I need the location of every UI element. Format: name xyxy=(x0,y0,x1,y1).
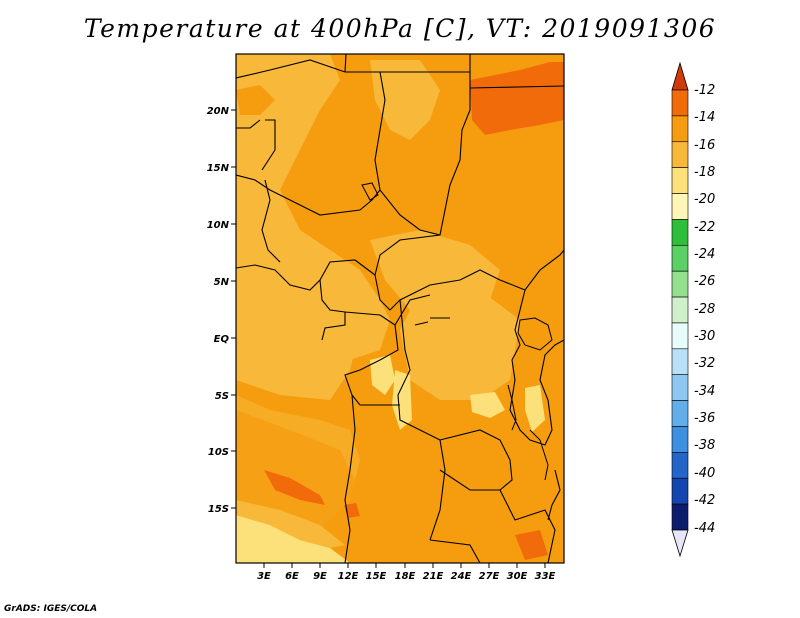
lon-label-33e: 33E xyxy=(535,571,556,582)
lon-label-3e: 3E xyxy=(257,571,271,582)
colorbar-box xyxy=(671,89,689,117)
field-region-south-mid xyxy=(236,500,345,548)
colorbar-label-m18: -18 xyxy=(694,165,715,180)
lon-label-21e: 21E xyxy=(423,571,444,582)
colorbar-top-arrow xyxy=(671,61,689,91)
lat-label-10s: 10S xyxy=(208,447,229,458)
field-patch-cool-1 xyxy=(370,355,395,395)
map-frame xyxy=(235,53,565,564)
colorbar-box xyxy=(671,374,689,401)
colorbar-label-m24: -24 xyxy=(694,247,715,262)
colorbar-box xyxy=(671,193,689,220)
colorbar-label-m14: -14 xyxy=(694,110,715,125)
colorbar-label-m40: -40 xyxy=(694,466,715,481)
lat-axis: 20N 15N 10N 5N EQ 5S 10S 15S xyxy=(207,106,236,515)
colorbar-box xyxy=(671,452,689,479)
colorbar-box xyxy=(671,167,689,194)
lat-label-15n: 15N xyxy=(207,163,230,174)
colorbar-box xyxy=(671,270,689,298)
grads-credit: GrADS: IGES/COLA xyxy=(4,604,98,614)
field-region-westcentral xyxy=(236,270,360,400)
field-patch-warm-1 xyxy=(264,470,325,505)
colorbar-box xyxy=(671,400,689,427)
colorbar-label-m26: -26 xyxy=(694,274,715,289)
colorbar-label-m30: -30 xyxy=(694,329,715,344)
colorbar-box xyxy=(671,477,689,505)
field-region-northeast-warm xyxy=(470,62,564,135)
colorbar-box xyxy=(671,244,689,272)
field-patch-warm-2 xyxy=(344,503,360,518)
lon-label-18e: 18E xyxy=(395,571,416,582)
colorbar-boxes xyxy=(671,89,689,531)
lat-label-10n: 10N xyxy=(207,220,230,231)
field-region-congo xyxy=(400,290,520,400)
colorbar-labels: -12 -14 -16 -18 -20 -22 -24 -26 -28 -30 … xyxy=(694,83,715,536)
colorbar-box xyxy=(671,219,689,246)
field-patch-nw xyxy=(236,85,275,115)
lakes xyxy=(361,182,553,481)
colorbar-box xyxy=(671,426,689,453)
colorbar-label-m22: -22 xyxy=(694,220,715,235)
lon-label-24e: 24E xyxy=(451,571,472,582)
colorbar-label-m12: -12 xyxy=(694,83,715,98)
lat-label-20n: 20N xyxy=(207,106,230,117)
field-region-north xyxy=(370,60,440,140)
colorbar-label-m28: -28 xyxy=(694,302,715,317)
colorbar-box xyxy=(671,503,689,531)
plot-title: Temperature at 400hPa [C], VT: 201909130… xyxy=(83,14,717,43)
field-patch-cool-3 xyxy=(470,392,505,418)
lon-label-27e: 27E xyxy=(479,571,500,582)
colorbar-label-m32: -32 xyxy=(694,356,715,371)
colorbar-label-m20: -20 xyxy=(694,192,715,207)
lat-label-5s: 5S xyxy=(215,391,229,402)
colorbar-label-m36: -36 xyxy=(694,411,715,426)
colorbar-box xyxy=(671,141,689,168)
country-borders xyxy=(236,54,564,563)
colorbar-box xyxy=(671,348,689,376)
colorbar-bottom-arrow xyxy=(671,529,689,558)
field-patch-cool-4 xyxy=(525,385,545,432)
lon-label-15e: 15E xyxy=(366,571,387,582)
lon-label-6e: 6E xyxy=(285,571,299,582)
colorbar-label-m44: -44 xyxy=(694,521,715,536)
field-region-south-cool xyxy=(236,515,350,563)
colorbar-label-m16: -16 xyxy=(694,138,715,153)
lon-label-9e: 9E xyxy=(313,571,327,582)
lon-axis: 3E 6E 9E 12E 15E 18E 21E 24E 27E 30E 33E xyxy=(257,563,556,582)
colorbar-label-m42: -42 xyxy=(694,493,715,508)
field-patch-cool-2 xyxy=(392,370,412,430)
lon-label-12e: 12E xyxy=(338,571,359,582)
field-patch-warm-3 xyxy=(515,530,548,560)
lon-label-30e: 30E xyxy=(507,571,528,582)
temperature-field xyxy=(236,54,564,563)
lat-label-15s: 15S xyxy=(208,504,229,515)
colorbar-label-m34: -34 xyxy=(694,384,715,399)
lat-label-eq: EQ xyxy=(214,334,230,345)
colorbar-box xyxy=(671,115,689,143)
lat-label-5n: 5N xyxy=(214,277,230,288)
colorbar: -12 -14 -16 -18 -20 -22 -24 -26 -28 -30 … xyxy=(671,61,715,558)
colorbar-box xyxy=(671,322,689,350)
colorbar-label-m38: -38 xyxy=(694,438,715,453)
colorbar-box xyxy=(671,296,689,324)
